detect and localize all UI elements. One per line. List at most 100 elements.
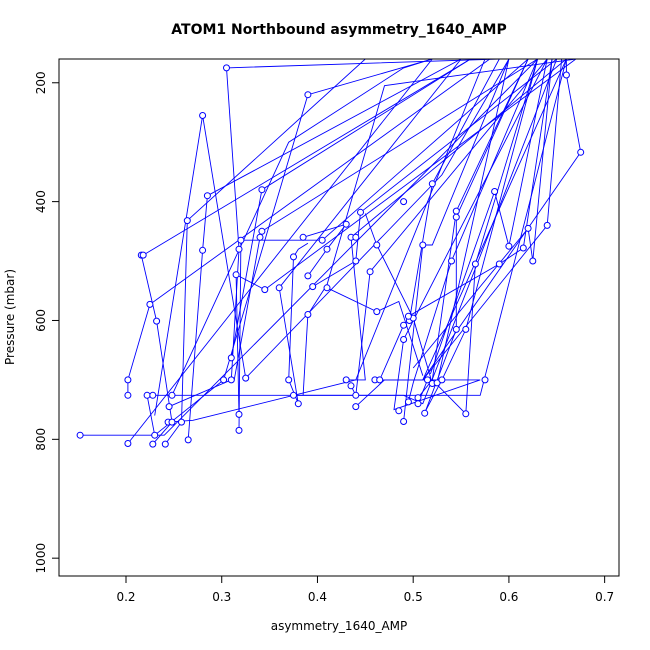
data-point-11 (143, 391, 151, 399)
data-point-55 (352, 391, 360, 399)
data-point-60 (366, 268, 374, 276)
data-point-21 (199, 246, 207, 254)
data-point-22 (203, 192, 211, 200)
data-point-94 (519, 244, 527, 252)
data-point-9 (124, 391, 132, 399)
chart-title: ATOM1 Northbound asymmetry_1640_AMP (171, 22, 506, 38)
series-line-30 (424, 59, 529, 414)
data-point-2 (124, 440, 132, 447)
series-line-38 (302, 223, 348, 277)
data-point-8 (168, 418, 176, 426)
data-point-10 (124, 376, 132, 384)
x-tick-label-4: 0.5 (404, 590, 423, 604)
data-point-54 (352, 403, 360, 411)
x-axis-label: asymmetry_1640_AMP (271, 619, 408, 633)
data-point-73 (400, 198, 408, 206)
series-line-13 (238, 59, 529, 431)
series-line-22 (350, 59, 548, 397)
x-tick-label-1: 0.2 (116, 590, 135, 604)
data-point-52 (342, 376, 350, 384)
y-tick-label-2: 400 (34, 190, 48, 213)
data-point-15 (165, 403, 173, 411)
data-point-25 (304, 91, 312, 99)
series-line-26 (403, 59, 510, 422)
data-point-3 (149, 440, 157, 448)
data-point-51 (342, 220, 350, 228)
data-point-34 (242, 374, 250, 382)
data-point-26 (227, 376, 235, 384)
series-line-7 (127, 59, 491, 396)
plot-region (76, 59, 585, 448)
data-point-91 (491, 188, 499, 195)
data-point-40 (285, 376, 293, 384)
data-point-90 (481, 376, 489, 384)
data-point-64 (376, 376, 384, 384)
series-line-17 (278, 59, 462, 404)
data-point-69 (404, 398, 412, 406)
series-line-11 (171, 59, 433, 396)
data-point-28 (235, 426, 243, 434)
y-tick-label-3: 600 (34, 309, 48, 332)
data-point-29 (232, 271, 240, 279)
series-line-27 (407, 59, 539, 403)
y-tick-label-4: 800 (34, 428, 48, 451)
data-point-99 (577, 148, 585, 156)
series-line-10 (168, 59, 500, 408)
data-point-84 (452, 207, 460, 215)
data-point-93 (505, 242, 513, 250)
data-point-79 (428, 180, 436, 188)
data-point-87 (462, 325, 470, 333)
series-line-41 (288, 242, 309, 380)
data-point-47 (309, 283, 317, 291)
x-tick-label-3: 0.4 (308, 590, 327, 604)
series-line-5 (168, 59, 486, 423)
series-line-15 (233, 59, 538, 380)
data-point-66 (400, 321, 408, 329)
data-point-62 (373, 241, 381, 249)
x-tick-label-5: 0.6 (499, 590, 518, 604)
data-point-85 (452, 213, 460, 221)
y-axis: 200 400 600 800 1000 (34, 71, 60, 574)
data-point-49 (323, 245, 331, 253)
data-point-36 (258, 227, 266, 235)
series-line-33 (429, 59, 548, 375)
data-point-75 (414, 400, 422, 408)
data-point-72 (404, 312, 412, 320)
series-line-20 (312, 59, 558, 287)
y-tick-label-1: 200 (34, 71, 48, 94)
data-point-89 (471, 260, 479, 268)
data-point-27 (235, 410, 243, 418)
data-point-53 (347, 382, 355, 390)
data-point-74 (414, 394, 422, 402)
data-point-82 (438, 376, 446, 384)
y-axis-label: Pressure (mbar) (3, 269, 17, 365)
series-line-28 (417, 59, 529, 398)
data-point-6 (178, 418, 185, 426)
data-point-50 (323, 284, 331, 292)
data-point-13 (151, 431, 159, 439)
data-point-77 (421, 409, 429, 417)
data-point-86 (452, 325, 460, 333)
data-point-42 (294, 400, 302, 408)
series-line-34 (408, 59, 553, 317)
data-point-92 (495, 260, 503, 268)
data-point-31 (237, 236, 245, 244)
series-line-39 (364, 213, 433, 384)
data-point-16 (153, 317, 161, 325)
series-line-35 (412, 59, 553, 369)
data-point-48 (318, 236, 326, 244)
series-line-40 (326, 287, 424, 376)
data-point-20 (183, 217, 191, 225)
data-point-78 (424, 376, 431, 384)
series-line-2 (127, 59, 529, 444)
data-point-45 (304, 311, 312, 318)
x-axis: 0.2 0.3 0.4 0.5 0.6 0.7 (116, 575, 614, 604)
y-tick-label-5: 1000 (34, 543, 48, 574)
series-line-32 (431, 59, 539, 415)
series-line-1 (80, 59, 538, 436)
data-point-68 (400, 418, 408, 425)
series-line-14 (235, 59, 577, 415)
data-point-38 (261, 286, 269, 294)
data-point-65 (395, 407, 403, 415)
data-point-14 (168, 391, 176, 399)
